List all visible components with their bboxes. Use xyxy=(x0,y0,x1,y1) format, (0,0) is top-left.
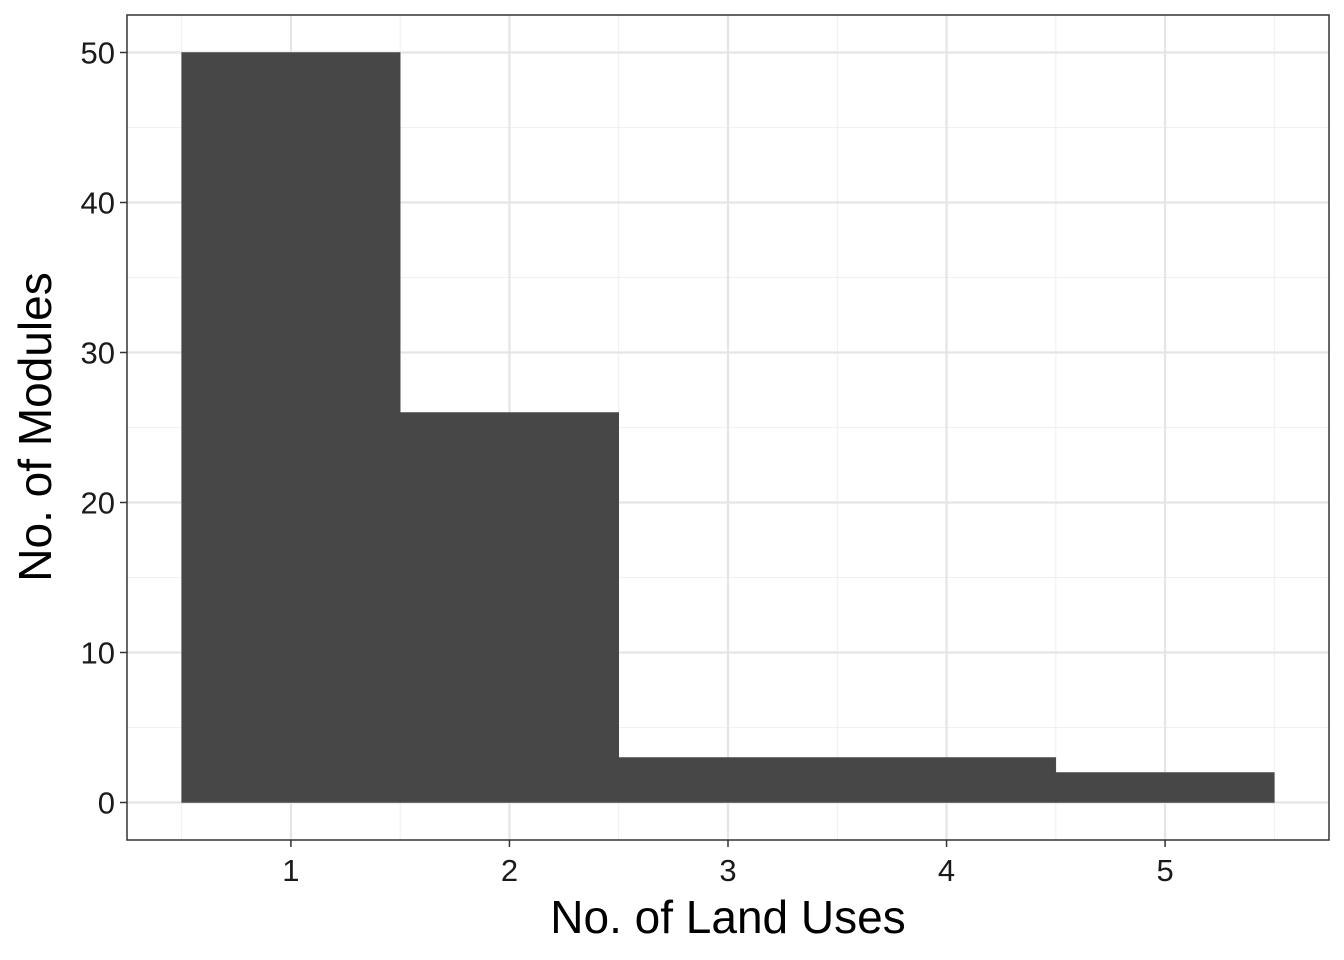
histogram-bar xyxy=(837,757,1057,803)
y-tick-label: 0 xyxy=(98,786,115,821)
x-axis-title: No. of Land Uses xyxy=(550,891,905,943)
y-axis: 0 10 20 30 40 50 xyxy=(81,36,127,821)
x-axis: 1 2 3 4 5 xyxy=(282,840,1174,888)
y-tick-label: 20 xyxy=(81,486,115,521)
y-tick-label: 30 xyxy=(81,336,115,371)
y-tick-label: 10 xyxy=(81,636,115,671)
x-tick-label: 4 xyxy=(938,853,955,888)
x-tick-label: 1 xyxy=(282,853,299,888)
histogram-bar xyxy=(618,757,838,803)
x-tick-label: 2 xyxy=(501,853,518,888)
y-tick-label: 50 xyxy=(81,36,115,71)
y-tick-label: 40 xyxy=(81,186,115,221)
x-tick-label: 3 xyxy=(719,853,736,888)
bars xyxy=(181,52,1275,803)
y-axis-title: No. of Modules xyxy=(9,272,61,581)
histogram-bar xyxy=(181,52,401,803)
histogram-bar xyxy=(1055,772,1275,803)
x-tick-label: 5 xyxy=(1156,853,1173,888)
histogram-bar xyxy=(399,412,619,803)
